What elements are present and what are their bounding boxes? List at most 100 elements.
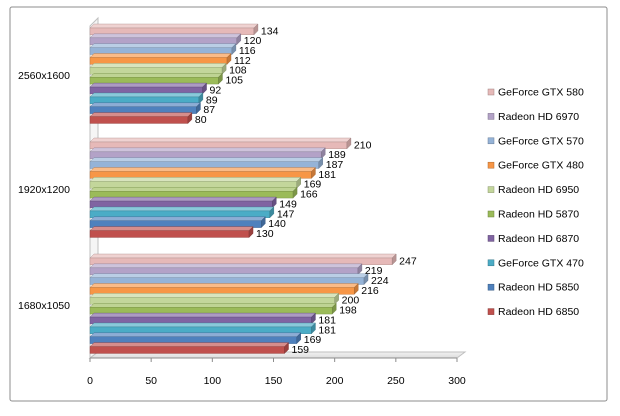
value-label: 120 — [244, 35, 262, 47]
legend-swatch — [487, 137, 495, 145]
legend-label: GeForce GTX 480 — [498, 160, 584, 172]
value-label: 140 — [268, 218, 286, 230]
x-tick-label: 250 — [387, 375, 405, 387]
value-label: 108 — [229, 65, 247, 77]
value-label: 247 — [399, 255, 417, 267]
legend-item: GeForce GTX 570 — [487, 135, 584, 147]
bar-radeon-hd-6850-1680x1050 — [89, 342, 289, 354]
value-label: 224 — [371, 275, 389, 287]
legend-item: Radeon HD 6950 — [487, 184, 579, 196]
value-label: 116 — [239, 45, 256, 57]
bar-geforce-gtx-580-2560x1600 — [89, 23, 259, 36]
legend-swatch — [487, 113, 495, 120]
value-label: 219 — [365, 265, 383, 277]
legend-item: GeForce GTX 480 — [487, 160, 584, 172]
legend-label: GeForce GTX 570 — [498, 135, 584, 147]
bar-radeon-hd-6870-1920x1200 — [89, 196, 277, 209]
x-tick-label: 200 — [326, 375, 344, 387]
value-label: 169 — [304, 179, 322, 191]
bar-radeon-hd-6870-2560x1600 — [89, 82, 208, 95]
legend-swatch — [487, 186, 495, 193]
legend-item: GeForce GTX 580 — [487, 87, 584, 99]
x-tick-label: 50 — [145, 375, 157, 387]
x-tick-label: 300 — [448, 375, 466, 387]
legend-swatch — [487, 283, 495, 291]
bar-geforce-gtx-470-1680x1050 — [89, 322, 316, 335]
category-label: 1680x1050 — [18, 300, 70, 312]
value-label: 181 — [318, 169, 336, 181]
bar-radeon-hd-6870-1680x1050 — [89, 312, 316, 325]
bar-geforce-gtx-580-1680x1050 — [89, 253, 397, 266]
value-label: 181 — [318, 324, 336, 336]
bar-radeon-hd-5850-1680x1050 — [89, 332, 302, 345]
legend-item: Radeon HD 6850 — [487, 306, 579, 318]
value-label: 130 — [256, 228, 274, 240]
legend-swatch — [487, 259, 495, 267]
legend-swatch — [487, 161, 495, 169]
value-label: 187 — [326, 159, 344, 171]
bar-radeon-hd-5770-2560x1600 — [89, 43, 237, 55]
bar-radeon-hd-5870-2560x1600 — [89, 72, 223, 85]
bar-radeon-hd-6950-1680x1050 — [89, 292, 340, 305]
bar-radeon-hd-6970-1680x1050 — [89, 263, 363, 276]
legend-item: GeForce GTX 470 — [487, 257, 584, 269]
legend-swatch — [487, 235, 495, 242]
value-label: 80 — [195, 114, 207, 126]
value-label: 200 — [342, 295, 360, 307]
legend-item: Radeon HD 5870 — [487, 209, 579, 221]
bar-geforce-gtx-470-1920x1200 — [89, 206, 275, 219]
bar-radeon-hd-5850-1920x1200 — [89, 216, 266, 229]
bar-radeon-hd-6970-1920x1200 — [89, 147, 326, 160]
bar-geforce-gtx-580-1920x1200 — [89, 137, 352, 150]
legend-label: Radeon HD 6950 — [498, 184, 579, 196]
bar-geforce-gtx-480-1920x1200 — [89, 167, 316, 179]
value-label: 181 — [318, 314, 336, 326]
value-label: 216 — [361, 285, 379, 297]
legend-label: Radeon HD 6870 — [498, 233, 579, 245]
value-label: 105 — [225, 75, 243, 87]
bar-radeon-hd-5770-1920x1200 — [89, 157, 324, 169]
bar-radeon-hd-5870-1920x1200 — [89, 186, 298, 199]
legend-swatch — [487, 88, 495, 96]
bar-radeon-hd-6950-1920x1200 — [89, 176, 302, 189]
category-label: 2560x1600 — [18, 70, 70, 82]
legend-swatch — [487, 308, 495, 315]
bar-radeon-hd-6950-2560x1600 — [89, 62, 227, 75]
bar-radeon-hd-5850-2560x1600 — [89, 102, 201, 115]
value-label: 198 — [339, 305, 357, 317]
x-tick-label: 150 — [265, 375, 283, 387]
legend-label: GeForce GTX 580 — [498, 87, 584, 99]
value-label: 92 — [210, 84, 222, 96]
legend-item: Radeon HD 6870 — [487, 233, 579, 245]
legend-item: Radeon HD 6970 — [487, 111, 579, 123]
value-label: 169 — [304, 334, 322, 346]
legend-label: GeForce GTX 470 — [498, 257, 584, 269]
value-label: 210 — [354, 139, 372, 151]
x-tick-label: 100 — [204, 375, 222, 387]
bar-geforce-gtx-470-2560x1600 — [89, 92, 204, 105]
value-label: 147 — [277, 208, 295, 220]
x-tick-label: 0 — [87, 375, 93, 387]
value-label: 159 — [292, 344, 310, 356]
bar-radeon-hd-5870-1680x1050 — [89, 302, 337, 315]
bar-radeon-hd-6850-2560x1600 — [89, 112, 193, 124]
legend-item: Radeon HD 5850 — [487, 282, 579, 294]
bar-radeon-hd-5770-1680x1050 — [89, 273, 369, 285]
value-label: 87 — [203, 104, 215, 116]
legend-label: Radeon HD 6970 — [498, 111, 579, 123]
legend-label: Radeon HD 5870 — [498, 209, 579, 221]
bar-radeon-hd-6970-2560x1600 — [89, 33, 242, 46]
value-label: 112 — [234, 55, 251, 67]
value-label: 149 — [279, 198, 297, 210]
value-label: 166 — [300, 189, 318, 201]
value-label: 134 — [261, 25, 279, 37]
legend-label: Radeon HD 5850 — [498, 282, 579, 294]
category-label: 1920x1200 — [18, 184, 70, 196]
value-label: 189 — [328, 149, 346, 161]
bar-radeon-hd-6850-1920x1200 — [89, 226, 254, 238]
bar-geforce-gtx-480-1680x1050 — [89, 283, 359, 295]
bar-geforce-gtx-480-2560x1600 — [89, 53, 232, 65]
legend-swatch — [487, 210, 495, 218]
